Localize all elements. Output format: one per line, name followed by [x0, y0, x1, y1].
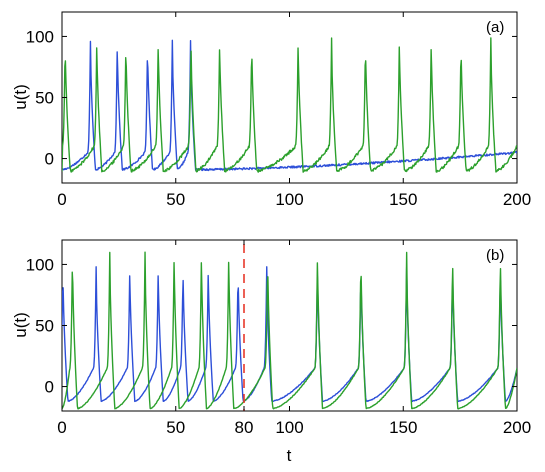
y-tick-label: 0 [45, 150, 54, 169]
y-tick-label: 50 [35, 317, 54, 336]
panel-a-ylabel: u(t) [11, 84, 30, 110]
panel-a-series [62, 37, 517, 173]
x-tick-label: 80 [235, 418, 254, 437]
x-tick-label: 200 [503, 418, 531, 437]
panel-a-label: (a) [486, 19, 504, 36]
series-blue-line [62, 266, 517, 403]
series-blue-line [62, 39, 517, 172]
x-tick-label: 100 [275, 418, 303, 437]
x-tick-label: 150 [389, 190, 417, 209]
y-tick-label: 50 [35, 89, 54, 108]
x-tick-label: 50 [166, 418, 185, 437]
y-tick-label: 100 [26, 255, 54, 274]
x-tick-label: 150 [389, 418, 417, 437]
panel-b-series [62, 251, 517, 410]
panel-b-ticks: 0 50 80 100 150 200 0 50 100 [26, 240, 531, 437]
y-tick-label: 0 [45, 378, 54, 397]
panel-b-ylabel: u(t) [11, 312, 30, 338]
x-tick-label: 200 [503, 190, 531, 209]
panel-a-ticks: 0 50 100 150 200 0 50 100 [26, 12, 531, 209]
x-tick-label: 50 [166, 190, 185, 209]
panel-b: 0 50 80 100 150 200 0 50 100 (b) u(t) t [11, 239, 531, 465]
panel-a: 0 50 100 150 200 0 50 100 (a) u(t) [11, 11, 531, 209]
panel-b-label: (b) [486, 247, 504, 264]
x-tick-label: 0 [57, 190, 66, 209]
x-tick-label: 0 [57, 418, 66, 437]
y-tick-label: 100 [26, 27, 54, 46]
panel-b-frame [61, 239, 518, 412]
x-tick-label: 100 [275, 190, 303, 209]
series-green-line [62, 251, 517, 410]
panel-b-xlabel: t [287, 446, 292, 465]
series-green-line [62, 37, 517, 173]
